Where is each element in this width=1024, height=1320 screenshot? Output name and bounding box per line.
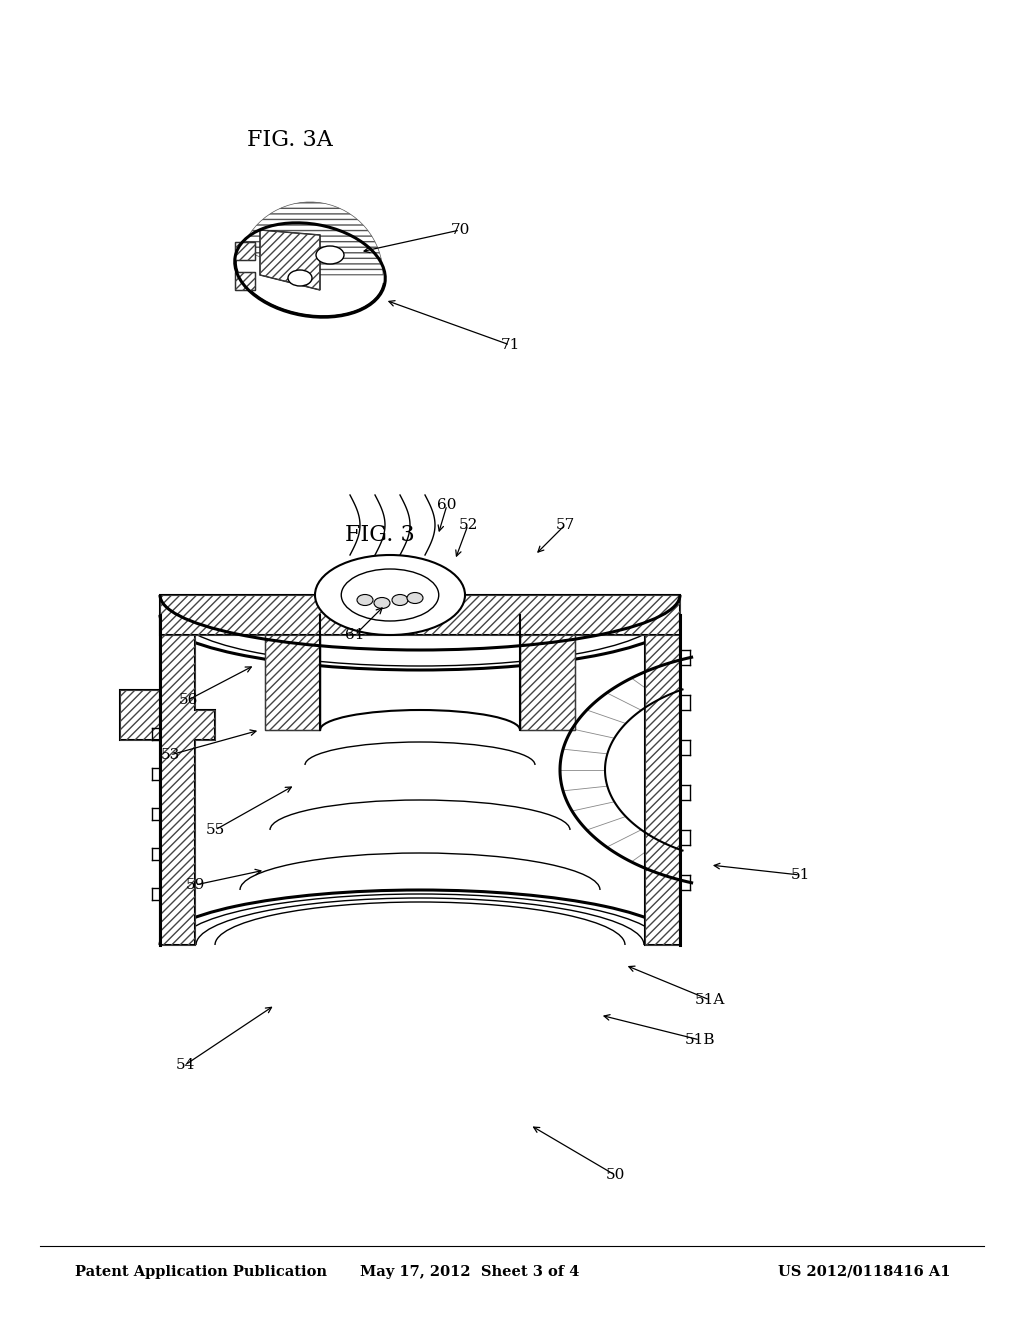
Polygon shape bbox=[645, 615, 680, 945]
Ellipse shape bbox=[374, 598, 390, 609]
Text: 51B: 51B bbox=[685, 1034, 715, 1047]
Polygon shape bbox=[234, 272, 255, 290]
Polygon shape bbox=[234, 242, 255, 260]
Text: Patent Application Publication: Patent Application Publication bbox=[75, 1265, 327, 1279]
Text: 51A: 51A bbox=[695, 993, 725, 1007]
Text: 71: 71 bbox=[501, 338, 520, 352]
Text: 70: 70 bbox=[451, 223, 470, 238]
Ellipse shape bbox=[316, 246, 344, 264]
Ellipse shape bbox=[315, 554, 465, 635]
Ellipse shape bbox=[392, 594, 408, 606]
Text: 50: 50 bbox=[605, 1168, 625, 1181]
Polygon shape bbox=[160, 615, 215, 945]
Ellipse shape bbox=[407, 593, 423, 603]
Polygon shape bbox=[265, 615, 319, 730]
Polygon shape bbox=[160, 595, 680, 635]
Text: 57: 57 bbox=[555, 517, 574, 532]
Polygon shape bbox=[520, 615, 575, 730]
Text: 54: 54 bbox=[175, 1059, 195, 1072]
Polygon shape bbox=[120, 690, 160, 741]
Polygon shape bbox=[260, 230, 319, 290]
Text: FIG. 3: FIG. 3 bbox=[345, 524, 415, 545]
Text: 60: 60 bbox=[437, 498, 457, 512]
Polygon shape bbox=[560, 657, 691, 883]
Text: 55: 55 bbox=[206, 822, 224, 837]
Text: 51: 51 bbox=[791, 869, 810, 882]
Text: US 2012/0118416 A1: US 2012/0118416 A1 bbox=[777, 1265, 950, 1279]
Ellipse shape bbox=[357, 594, 373, 606]
Text: FIG. 3A: FIG. 3A bbox=[247, 129, 333, 150]
Text: 56: 56 bbox=[178, 693, 198, 708]
Text: 52: 52 bbox=[459, 517, 477, 532]
Ellipse shape bbox=[288, 271, 312, 286]
Text: 59: 59 bbox=[185, 878, 205, 892]
Text: May 17, 2012  Sheet 3 of 4: May 17, 2012 Sheet 3 of 4 bbox=[360, 1265, 580, 1279]
Wedge shape bbox=[237, 195, 385, 282]
Text: 53: 53 bbox=[161, 748, 179, 762]
Ellipse shape bbox=[236, 224, 384, 317]
Text: 61: 61 bbox=[345, 628, 365, 642]
